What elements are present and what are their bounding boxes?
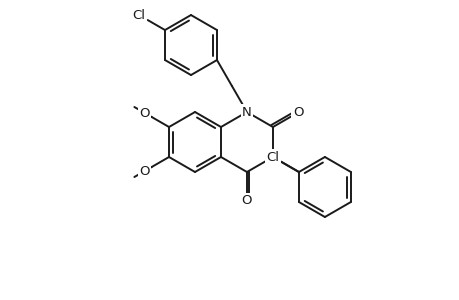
- Text: Cl: Cl: [266, 151, 279, 164]
- Text: O: O: [292, 106, 302, 119]
- Text: O: O: [139, 106, 150, 119]
- Text: Cl: Cl: [132, 8, 145, 22]
- Text: O: O: [139, 164, 150, 178]
- Text: N: N: [268, 151, 277, 164]
- Text: N: N: [241, 106, 251, 118]
- Text: O: O: [241, 194, 252, 208]
